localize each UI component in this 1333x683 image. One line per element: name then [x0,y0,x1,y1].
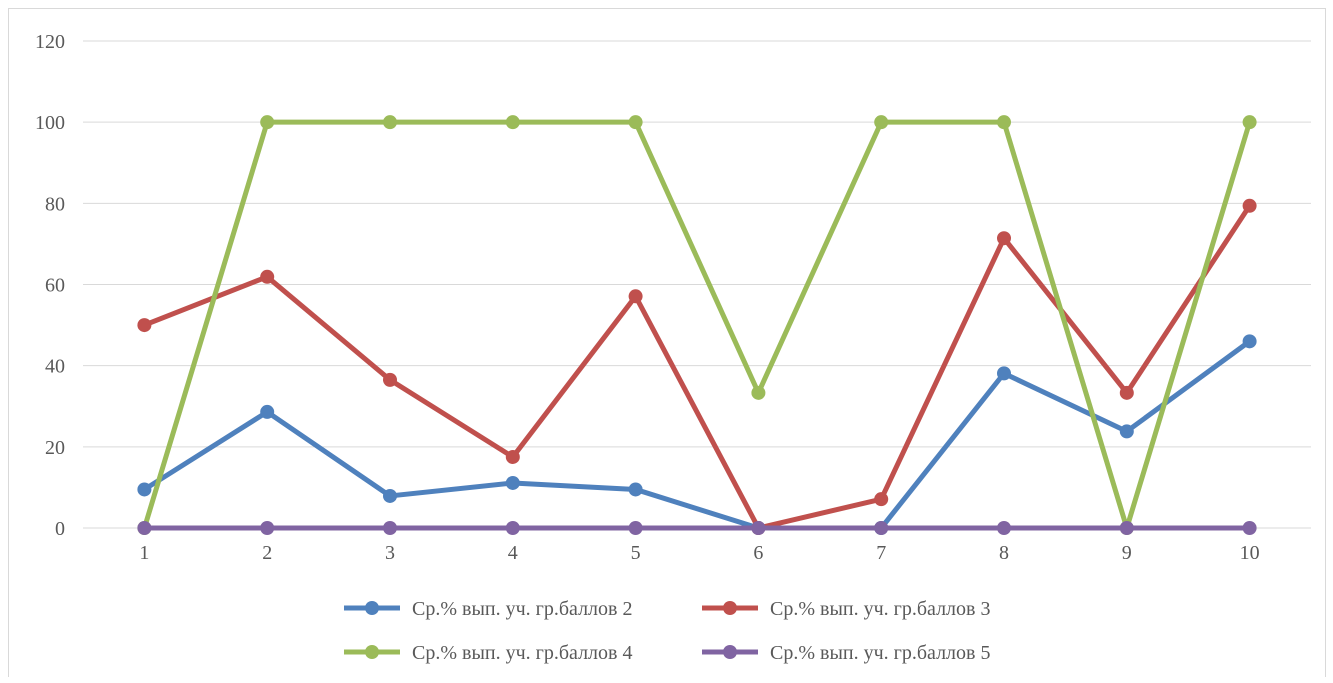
series-2 [137,198,1257,535]
legend-item: Ср.% вып. уч. гр.баллов 5 [702,642,990,664]
data-point [628,521,643,535]
data-point [1242,334,1257,349]
series-3 [137,115,1257,535]
data-point [137,482,152,497]
y-tick-label: 120 [35,31,65,53]
x-tick-label: 4 [508,542,518,564]
y-tick-label: 40 [45,356,65,378]
data-point [505,449,520,464]
data-point [1119,385,1134,400]
data-point [1242,115,1257,130]
data-point [997,115,1011,130]
data-point [1242,198,1257,213]
x-tick-label: 1 [139,542,149,564]
series-lines [137,115,1257,535]
x-tick-label: 3 [385,542,395,564]
data-point [874,492,889,507]
data-point [1242,521,1257,535]
data-point [628,115,643,130]
data-point [505,115,520,130]
x-tick-label: 2 [262,542,272,564]
legend-label: Ср.% вып. уч. гр.баллов 4 [412,642,632,664]
data-point [383,372,397,387]
data-point [260,115,275,130]
legend-marker [723,601,737,615]
y-axis-tick-labels: 0 20 40 60 80 100 120 [35,31,65,540]
data-point [997,521,1011,535]
legend-label: Ср.% вып. уч. гр.баллов 2 [412,598,632,620]
x-tick-label: 6 [753,542,763,564]
x-tick-label: 10 [1240,542,1260,564]
legend-marker [365,645,379,659]
series-line [141,119,1253,531]
y-tick-label: 100 [35,112,65,134]
x-tick-label: 7 [876,542,886,564]
data-point [137,521,152,535]
data-point [383,521,397,535]
chart-area: 0 20 40 60 80 100 120 1 2 3 4 5 6 7 8 9 10 Ср.% вып. уч… [8,8,1326,677]
data-point [505,475,520,490]
legend-item: Ср.% вып. уч. гр.баллов 4 [344,642,632,664]
y-tick-label: 20 [45,437,65,459]
legend: Ср.% вып. уч. гр.баллов 2 Ср.% вып. уч. г… [344,598,990,664]
legend-marker [365,601,379,615]
data-point [628,482,643,497]
series-1 [137,334,1257,535]
legend-label: Ср.% вып. уч. гр.баллов 5 [770,642,990,664]
data-point [260,269,275,284]
data-point [260,521,275,535]
data-point [874,521,889,535]
line-chart: 0 20 40 60 80 100 120 1 2 3 4 5 6 7 8 9 10 Ср.% вып. уч… [35,31,1311,664]
data-point [751,521,766,535]
y-tick-label: 0 [55,518,65,540]
data-point [505,521,520,535]
data-point [260,404,275,419]
data-point [628,289,643,304]
data-point [1119,424,1134,439]
data-point [383,115,397,130]
data-point [997,231,1011,246]
legend-item: Ср.% вып. уч. гр.баллов 3 [702,598,990,620]
y-tick-label: 80 [45,193,65,215]
x-tick-label: 5 [631,542,641,564]
series-line [141,338,1253,531]
x-tick-label: 8 [999,542,1009,564]
data-point [137,318,152,333]
y-tick-label: 60 [45,275,65,297]
series-4 [137,521,1257,535]
legend-marker [723,645,737,659]
data-point [751,385,766,400]
data-point [997,366,1011,381]
series-line [141,203,1253,531]
data-point [1119,521,1134,535]
x-tick-label: 9 [1122,542,1132,564]
legend-item: Ср.% вып. уч. гр.баллов 2 [344,598,632,620]
data-point [383,488,397,503]
data-point [874,115,889,130]
legend-label: Ср.% вып. уч. гр.баллов 3 [770,598,990,620]
